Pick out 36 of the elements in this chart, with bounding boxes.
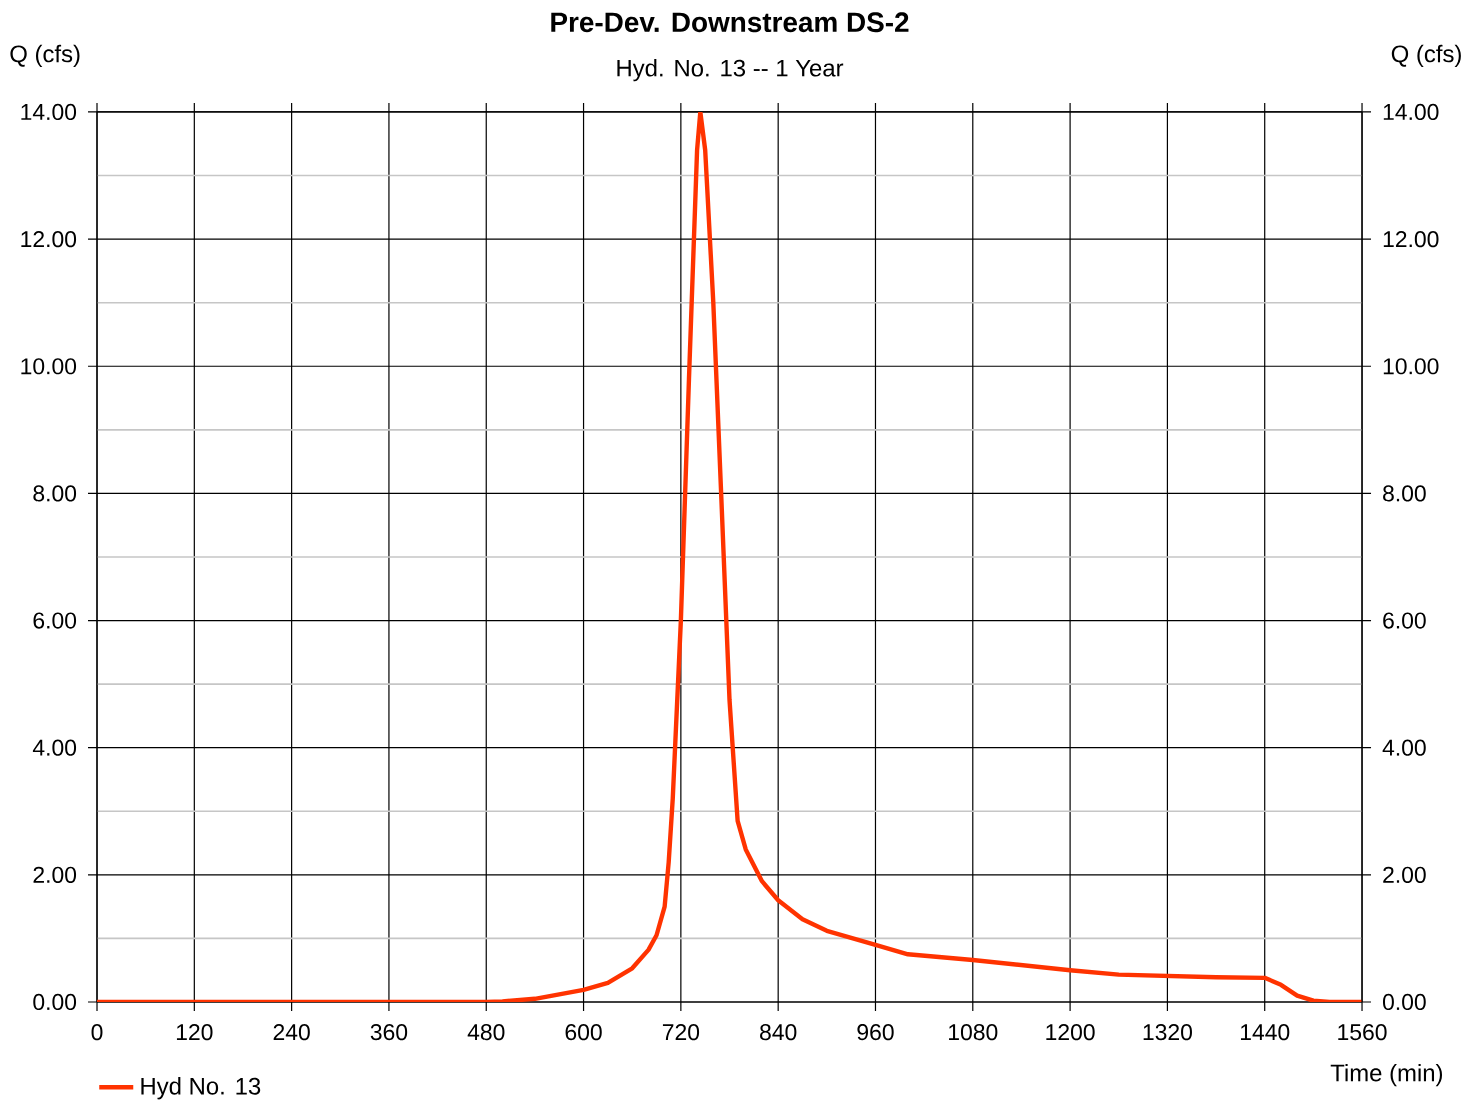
y-tick-label: 14.00 <box>21 103 77 121</box>
y-axis-title: Q (cfs) <box>10 44 80 68</box>
x-tick-label: 1560 <box>1338 1024 1387 1041</box>
chart-subtitle: Hyd. No. 13 -- 1 Year <box>617 59 844 82</box>
y2-tick-label: 14.00 <box>1383 103 1439 121</box>
y2-tick-label: 2.00 <box>1383 866 1426 883</box>
chart-title: Pre-Dev. Downstream DS-2 <box>551 12 909 33</box>
x-tick-label: 840 <box>760 1024 797 1041</box>
y-tick-label: 4.00 <box>32 739 77 756</box>
y2-tick-label: 8.00 <box>1383 485 1426 502</box>
y-tick-label: 8.00 <box>33 485 77 502</box>
y2-tick-label: 10.00 <box>1383 358 1439 375</box>
x-tick-label: 720 <box>662 1024 700 1041</box>
y-tick-label: 6.00 <box>33 612 77 629</box>
x-tick-label: 1080 <box>949 1024 998 1041</box>
x-tick-label: 960 <box>857 1024 894 1041</box>
x-tick-label: 600 <box>565 1024 602 1041</box>
x-tick-label: 1440 <box>1240 1024 1290 1041</box>
y-tick-label: 12.00 <box>21 231 77 248</box>
y2-tick-label: 6.00 <box>1383 612 1426 629</box>
y2-axis-title: Q (cfs) <box>1391 44 1461 68</box>
x-tick-label: 1320 <box>1143 1024 1192 1041</box>
x-axis-title: Time (min) <box>1330 1063 1443 1087</box>
legend-label: Hyd No. 13 <box>141 1077 261 1100</box>
x-tick-label: 1200 <box>1046 1024 1095 1041</box>
y-tick-label: 0.00 <box>33 993 77 1011</box>
x-tick-label: 480 <box>467 1024 505 1041</box>
y2-tick-label: 12.00 <box>1383 231 1439 248</box>
y-tick-label: 10.00 <box>21 358 77 375</box>
y2-tick-label: 4.00 <box>1382 739 1426 756</box>
x-tick-label: 360 <box>370 1024 408 1041</box>
y2-tick-label: 0.00 <box>1382 993 1426 1011</box>
x-tick-label: 240 <box>273 1024 310 1041</box>
x-tick-label: 120 <box>176 1024 213 1041</box>
x-tick-label: 0 <box>91 1024 103 1041</box>
y-tick-label: 2.00 <box>33 866 77 883</box>
